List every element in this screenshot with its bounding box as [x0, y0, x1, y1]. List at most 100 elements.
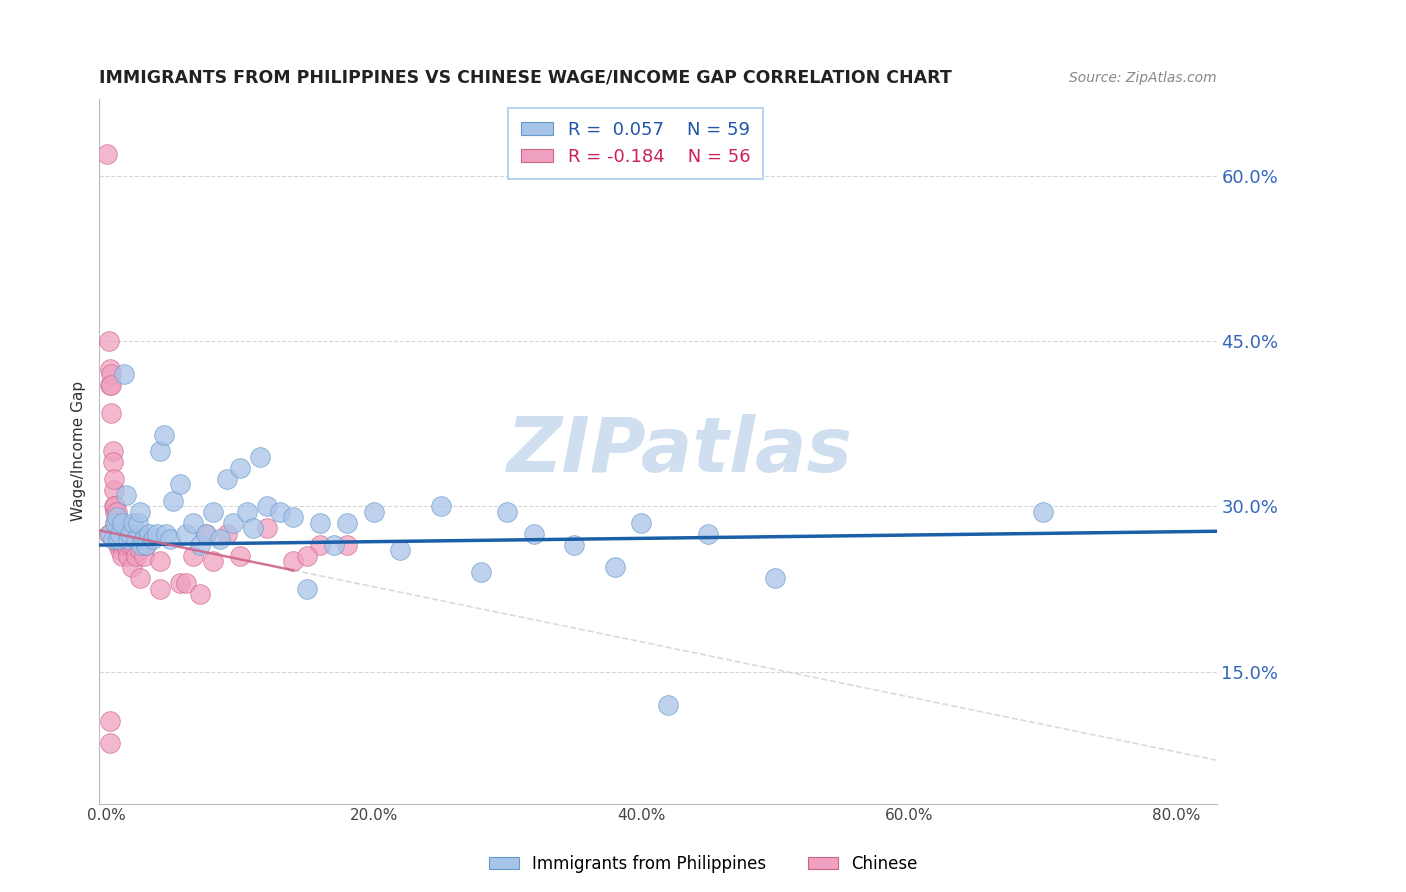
Point: [105, 510, 128, 524]
Point: [107, 538, 129, 552]
Point: [117, 533, 139, 547]
Point: [336, 538, 359, 552]
Point: [108, 527, 131, 541]
Point: [429, 500, 451, 514]
Point: [100, 368, 122, 382]
Point: [195, 527, 218, 541]
Point: [101, 533, 124, 547]
Point: [104, 516, 127, 530]
Point: [132, 533, 155, 547]
Point: [120, 527, 142, 541]
Point: [104, 516, 127, 530]
Point: [135, 538, 157, 552]
Point: [128, 527, 150, 541]
Point: [129, 538, 152, 552]
Point: [309, 538, 332, 552]
Point: [122, 516, 145, 530]
Point: [697, 527, 720, 541]
Point: [103, 472, 125, 486]
Point: [108, 543, 131, 558]
Point: [142, 533, 165, 547]
Point: [101, 455, 124, 469]
Point: [249, 450, 271, 464]
Point: [103, 483, 125, 497]
Point: [564, 538, 586, 552]
Point: [295, 582, 318, 596]
Point: [176, 527, 198, 541]
Point: [159, 533, 181, 547]
Point: [630, 516, 652, 530]
Point: [389, 543, 412, 558]
Point: [104, 500, 127, 514]
Y-axis label: Wage/Income Gap: Wage/Income Gap: [72, 382, 86, 522]
Point: [202, 554, 225, 568]
Point: [149, 554, 172, 568]
Point: [269, 505, 291, 519]
Point: [124, 533, 146, 547]
Point: [114, 538, 136, 552]
Point: [181, 549, 204, 563]
Point: [188, 587, 211, 601]
Point: [195, 527, 218, 541]
Point: [98, 714, 121, 728]
Point: [96, 147, 118, 161]
Text: Source: ZipAtlas.com: Source: ZipAtlas.com: [1069, 71, 1216, 85]
Point: [229, 549, 252, 563]
Point: [121, 560, 143, 574]
Point: [103, 500, 125, 514]
Point: [98, 736, 121, 750]
Point: [181, 516, 204, 530]
Point: [256, 521, 278, 535]
Point: [152, 428, 174, 442]
Point: [176, 576, 198, 591]
Point: [132, 549, 155, 563]
Point: [169, 477, 191, 491]
Point: [215, 527, 238, 541]
Point: [283, 554, 305, 568]
Point: [242, 521, 264, 535]
Point: [128, 505, 150, 519]
Point: [97, 334, 120, 349]
Point: [112, 527, 135, 541]
Point: [169, 576, 191, 591]
Point: [105, 516, 128, 530]
Point: [149, 444, 172, 458]
Point: [146, 527, 169, 541]
Point: [108, 527, 131, 541]
Point: [215, 472, 238, 486]
Point: [235, 505, 257, 519]
Point: [100, 406, 122, 420]
Legend: R =  0.057    N = 59, R = -0.184    N = 56: R = 0.057 N = 59, R = -0.184 N = 56: [508, 108, 763, 178]
Point: [363, 505, 385, 519]
Point: [105, 527, 128, 541]
Point: [155, 527, 177, 541]
Point: [1032, 505, 1054, 519]
Point: [128, 543, 150, 558]
Point: [122, 538, 145, 552]
Legend: Immigrants from Philippines, Chinese: Immigrants from Philippines, Chinese: [482, 848, 924, 880]
Point: [98, 362, 121, 376]
Point: [107, 521, 129, 535]
Point: [496, 505, 519, 519]
Point: [100, 378, 122, 392]
Point: [115, 538, 138, 552]
Point: [208, 533, 231, 547]
Point: [470, 566, 492, 580]
Point: [111, 549, 134, 563]
Point: [229, 461, 252, 475]
Point: [162, 494, 184, 508]
Point: [101, 444, 124, 458]
Point: [110, 538, 132, 552]
Text: ZIPatlas: ZIPatlas: [508, 415, 853, 489]
Point: [135, 538, 157, 552]
Point: [523, 527, 546, 541]
Point: [202, 505, 225, 519]
Point: [256, 500, 278, 514]
Point: [603, 560, 626, 574]
Point: [115, 488, 138, 502]
Point: [128, 571, 150, 585]
Point: [97, 527, 120, 541]
Point: [108, 538, 131, 552]
Point: [149, 582, 172, 596]
Point: [111, 516, 134, 530]
